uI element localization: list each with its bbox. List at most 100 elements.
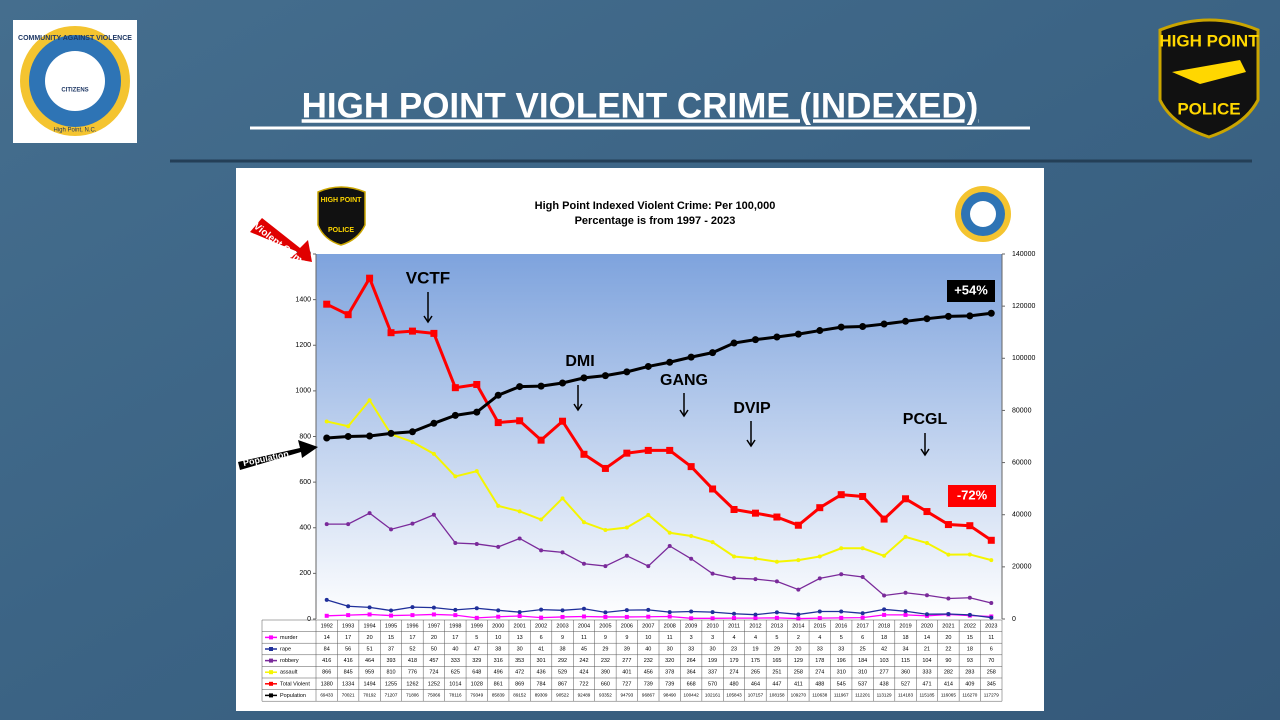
point xyxy=(967,612,972,617)
point xyxy=(389,608,394,613)
table-cell: 69433 xyxy=(320,693,333,698)
point xyxy=(367,398,372,403)
point xyxy=(410,439,415,444)
point xyxy=(859,322,867,330)
point xyxy=(537,436,545,444)
point xyxy=(539,517,544,522)
small-community-logo xyxy=(955,186,1011,242)
table-cell: 13 xyxy=(517,635,523,641)
table-cell: 845 xyxy=(344,670,353,676)
table-cell: 438 xyxy=(880,681,889,687)
legend-label: Population xyxy=(280,693,306,699)
table-cell: 4 xyxy=(754,635,757,641)
table-cell: 776 xyxy=(408,670,417,676)
point xyxy=(946,611,951,616)
point xyxy=(539,607,544,612)
x-tick-label: 2022 xyxy=(964,623,976,629)
point xyxy=(560,614,565,619)
point xyxy=(689,533,694,538)
x-tick-label: 2017 xyxy=(857,623,869,629)
table-cell: 18 xyxy=(967,646,973,652)
point xyxy=(408,327,416,335)
pointer-arrow xyxy=(250,218,312,262)
table-cell: 866 xyxy=(322,670,331,676)
x-tick-label: 1993 xyxy=(342,623,354,629)
y2-tick-label: 140000 xyxy=(1012,251,1035,258)
table-cell: 29 xyxy=(774,646,780,652)
y-tick-label: 0 xyxy=(307,616,311,623)
point xyxy=(644,362,652,370)
table-cell: 2 xyxy=(797,635,800,641)
table-cell: 33 xyxy=(688,646,694,652)
point xyxy=(689,556,694,561)
point xyxy=(946,552,951,557)
table-cell: 1334 xyxy=(342,681,354,687)
series-line xyxy=(326,599,992,619)
x-tick-label: 2019 xyxy=(899,623,911,629)
point xyxy=(817,576,822,581)
point xyxy=(946,596,951,601)
point xyxy=(453,613,458,618)
point xyxy=(860,611,865,616)
table-cell: 11 xyxy=(988,635,994,641)
table-cell: 264 xyxy=(687,658,696,664)
series-line xyxy=(326,398,992,563)
point xyxy=(431,512,436,517)
table-cell: 456 xyxy=(644,670,653,676)
table-cell: 411 xyxy=(794,681,803,687)
table-cell: 115185 xyxy=(919,693,934,698)
x-tick-label: 1992 xyxy=(321,623,333,629)
point xyxy=(451,384,459,392)
point xyxy=(923,508,931,516)
point xyxy=(430,329,438,337)
point xyxy=(667,610,672,615)
legend-swatch xyxy=(269,647,273,651)
table-cell: 93352 xyxy=(599,693,612,698)
table-cell: 56 xyxy=(345,646,351,652)
x-tick-label: 2007 xyxy=(642,623,654,629)
point xyxy=(689,609,694,614)
table-cell: 175 xyxy=(751,658,760,664)
point xyxy=(944,312,952,320)
point xyxy=(517,509,522,514)
table-cell: 4 xyxy=(733,635,736,641)
table-cell: 724 xyxy=(429,670,438,676)
table-cell: 15 xyxy=(388,635,394,641)
point xyxy=(539,615,544,620)
point xyxy=(839,572,844,577)
point xyxy=(431,612,436,617)
point xyxy=(496,614,501,619)
table-cell: 102161 xyxy=(705,693,721,698)
table-cell: 959 xyxy=(365,670,374,676)
x-tick-label: 2015 xyxy=(814,623,826,629)
table-cell: 739 xyxy=(644,681,653,687)
point xyxy=(603,528,608,533)
chart-subtitle: Percentage is from 1997 - 2023 xyxy=(575,215,736,227)
table-cell: 84 xyxy=(324,646,330,652)
table-cell: 333 xyxy=(451,658,460,664)
point xyxy=(753,577,758,582)
point xyxy=(774,615,779,620)
point xyxy=(687,353,695,361)
annotation: DMI xyxy=(565,353,594,370)
point xyxy=(730,339,738,347)
point xyxy=(732,616,737,621)
table-cell: 537 xyxy=(858,681,867,687)
x-tick-label: 1994 xyxy=(363,623,375,629)
x-tick-label: 2000 xyxy=(492,623,504,629)
table-cell: 33 xyxy=(838,646,844,652)
legend-label: assault xyxy=(280,670,298,676)
point xyxy=(516,417,524,425)
table-cell: 258 xyxy=(794,670,803,676)
table-cell: 89309 xyxy=(535,693,548,698)
point xyxy=(623,449,631,457)
table-cell: 179 xyxy=(729,658,738,664)
point xyxy=(753,612,758,617)
table-cell: 103 xyxy=(880,658,889,664)
table-cell: 648 xyxy=(472,670,481,676)
table-cell: 108158 xyxy=(769,693,785,698)
table-cell: 360 xyxy=(901,670,910,676)
point xyxy=(987,309,995,317)
point xyxy=(796,558,801,563)
